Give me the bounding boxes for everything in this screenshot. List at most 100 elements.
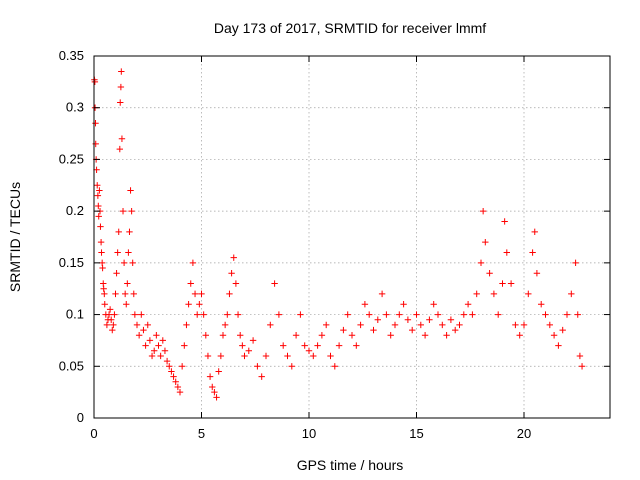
- data-point: [538, 301, 545, 308]
- data-point: [486, 270, 493, 277]
- data-point: [148, 352, 156, 360]
- data-point: [120, 259, 128, 267]
- data-point: [194, 311, 201, 318]
- data-point: [525, 290, 532, 298]
- data-point: [400, 301, 407, 308]
- data-point: [155, 342, 162, 349]
- data-point: [503, 249, 510, 256]
- data-point: [123, 301, 130, 308]
- data-point: [374, 316, 381, 323]
- data-point: [495, 311, 502, 318]
- data-point: [563, 311, 571, 318]
- data-point: [176, 388, 184, 396]
- data-point: [163, 357, 171, 365]
- y-axis-label: SRMTID / TECUs: [7, 182, 23, 292]
- data-point: [230, 254, 237, 261]
- data-point: [151, 347, 158, 354]
- data-point: [232, 280, 240, 287]
- x-tick-label: 20: [517, 426, 531, 441]
- grid-layer: [94, 56, 610, 418]
- data-point: [125, 249, 132, 256]
- data-point: [409, 326, 416, 334]
- data-point: [318, 332, 326, 339]
- data-points: [91, 68, 586, 401]
- data-point: [200, 311, 207, 318]
- data-point: [113, 270, 120, 277]
- data-point: [239, 342, 246, 349]
- y-tick-label: 0.35: [59, 48, 84, 63]
- data-point: [206, 373, 214, 380]
- data-point: [98, 249, 105, 256]
- data-point: [219, 332, 227, 339]
- data-point: [456, 321, 463, 329]
- data-point: [105, 311, 113, 318]
- data-point: [335, 342, 343, 349]
- data-point: [111, 311, 118, 318]
- data-point: [117, 99, 124, 106]
- data-point: [96, 187, 103, 194]
- data-point: [126, 228, 133, 236]
- data-point: [234, 311, 242, 318]
- data-point: [191, 290, 199, 298]
- data-point: [340, 326, 347, 334]
- data-point: [378, 290, 386, 298]
- data-point: [275, 311, 283, 318]
- data-point: [460, 311, 467, 318]
- data-point: [267, 321, 274, 329]
- data-point: [185, 301, 192, 308]
- data-point: [421, 332, 429, 339]
- data-point: [439, 321, 446, 329]
- data-point: [99, 264, 106, 272]
- data-point: [226, 290, 233, 298]
- data-point: [323, 321, 330, 329]
- x-tick-label: 0: [90, 426, 97, 441]
- data-point: [166, 363, 173, 370]
- data-point: [213, 394, 220, 401]
- data-point: [479, 207, 487, 215]
- data-point: [241, 352, 248, 360]
- data-point: [178, 363, 186, 370]
- data-point: [181, 342, 188, 349]
- data-point: [202, 332, 209, 339]
- y-tick-label: 0.2: [66, 203, 84, 218]
- data-point: [140, 326, 147, 334]
- data-point: [94, 192, 102, 199]
- data-point: [133, 321, 141, 329]
- data-point: [249, 337, 257, 344]
- data-point: [228, 270, 235, 277]
- data-point: [135, 332, 143, 339]
- data-point: [344, 311, 351, 318]
- data-point: [196, 301, 203, 308]
- data-point: [529, 249, 536, 256]
- data-point: [95, 213, 102, 220]
- data-point: [546, 321, 553, 329]
- data-point: [559, 326, 566, 334]
- data-point: [499, 280, 506, 287]
- y-tick-label: 0.15: [59, 255, 84, 270]
- data-point: [189, 259, 197, 267]
- data-point: [183, 321, 190, 329]
- data-point: [284, 352, 291, 360]
- data-point: [103, 321, 111, 329]
- data-point: [473, 290, 480, 298]
- data-point: [555, 342, 562, 349]
- data-point: [101, 290, 108, 298]
- data-point: [95, 202, 102, 210]
- data-point: [258, 373, 265, 380]
- data-point: [426, 316, 433, 323]
- data-point: [237, 332, 244, 339]
- data-point: [97, 223, 104, 230]
- data-point: [417, 321, 424, 329]
- data-point: [387, 332, 394, 339]
- data-point: [314, 342, 321, 349]
- y-tick-label: 0.05: [59, 358, 84, 373]
- data-point: [94, 182, 101, 189]
- data-point: [348, 332, 356, 339]
- data-point: [116, 145, 123, 153]
- data-point: [91, 78, 99, 86]
- data-point: [301, 342, 308, 349]
- data-point: [100, 285, 107, 292]
- data-point: [447, 316, 455, 323]
- data-point: [370, 326, 377, 334]
- data-point: [108, 316, 115, 323]
